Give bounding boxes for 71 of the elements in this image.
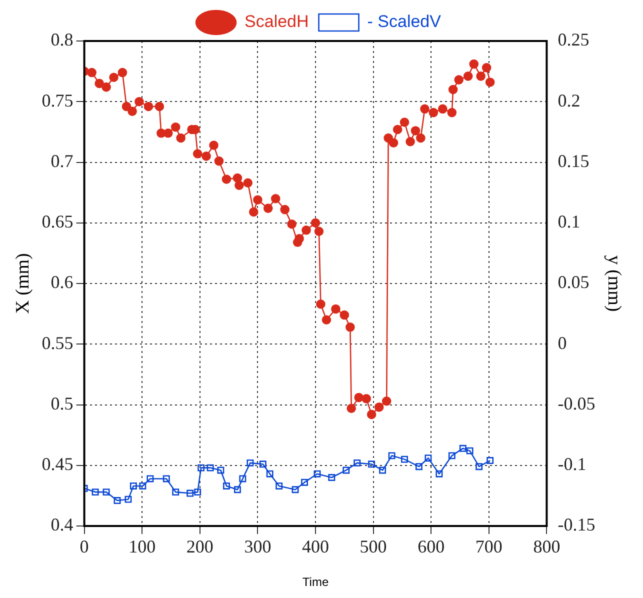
y-tick-label: 0.65 <box>42 212 74 232</box>
point <box>146 475 154 482</box>
point <box>486 457 494 464</box>
point <box>436 470 443 478</box>
point <box>292 486 299 494</box>
y2-tick-label: 0.25 <box>558 30 590 50</box>
point <box>217 466 224 474</box>
point <box>259 460 266 468</box>
y2-tick-label: -0.15 <box>558 514 596 535</box>
y-tick-label: 0.75 <box>42 90 74 110</box>
point <box>354 459 361 466</box>
x-tick-label: 600 <box>418 536 445 557</box>
point <box>266 470 274 478</box>
y-axis-title: X (mm) <box>12 253 34 314</box>
point <box>234 486 241 494</box>
y-tick-label: 0.4 <box>50 514 74 535</box>
point <box>388 452 396 460</box>
point <box>466 447 474 454</box>
point <box>342 466 350 474</box>
y-tick-label: 0.5 <box>50 393 74 414</box>
point <box>239 475 246 482</box>
point <box>130 482 137 490</box>
x-tick-label: 400 <box>302 536 330 557</box>
point <box>301 478 308 486</box>
point <box>139 482 146 490</box>
point <box>415 463 422 470</box>
point <box>448 452 456 460</box>
y2-tick-label: -0.1 <box>558 454 586 474</box>
point <box>314 470 321 478</box>
point <box>194 488 202 496</box>
y-tick-label: 0.55 <box>42 332 74 353</box>
point <box>328 474 336 481</box>
y2-tick-label: 0.05 <box>558 272 590 292</box>
y2-tick-label: 0.15 <box>558 150 590 171</box>
y2-tick-label: -0.05 <box>558 393 596 414</box>
legend-label: - ScaledV <box>367 12 442 32</box>
y-tick-label: 0.8 <box>50 30 74 50</box>
point <box>476 463 483 470</box>
point <box>92 488 99 496</box>
y2-tick-label: 0.1 <box>558 212 580 232</box>
x-axis-title: Time <box>302 575 329 590</box>
point <box>114 497 121 504</box>
point <box>459 444 466 452</box>
point <box>162 475 170 482</box>
y2-tick-label: 0 <box>558 332 567 353</box>
point <box>206 464 214 472</box>
x-tick-label: 100 <box>128 536 156 557</box>
point <box>379 466 386 474</box>
point <box>276 482 283 490</box>
x-tick-label: 200 <box>186 536 214 557</box>
point <box>102 488 110 496</box>
x-tick-label: 800 <box>533 536 560 557</box>
x-tick-label: 0 <box>80 536 89 557</box>
x-tick-label: 300 <box>244 536 272 557</box>
y-tick-label: 0.45 <box>42 454 74 474</box>
y2-axis-title: y (mm) <box>604 255 625 312</box>
y2-tick-label: 0.2 <box>558 90 580 110</box>
point <box>424 454 432 462</box>
point <box>198 464 205 472</box>
point <box>186 490 194 497</box>
x-tick-label: 500 <box>360 536 387 557</box>
point <box>172 488 180 496</box>
legend-label: ScaledH <box>244 12 309 32</box>
x-tick-label: 700 <box>475 536 502 557</box>
point <box>223 482 230 490</box>
point <box>368 460 376 468</box>
y-tick-label: 0.7 <box>50 150 74 171</box>
point <box>124 496 132 503</box>
y-tick-label: 0.6 <box>50 272 74 292</box>
point <box>246 459 254 466</box>
point <box>401 456 408 463</box>
